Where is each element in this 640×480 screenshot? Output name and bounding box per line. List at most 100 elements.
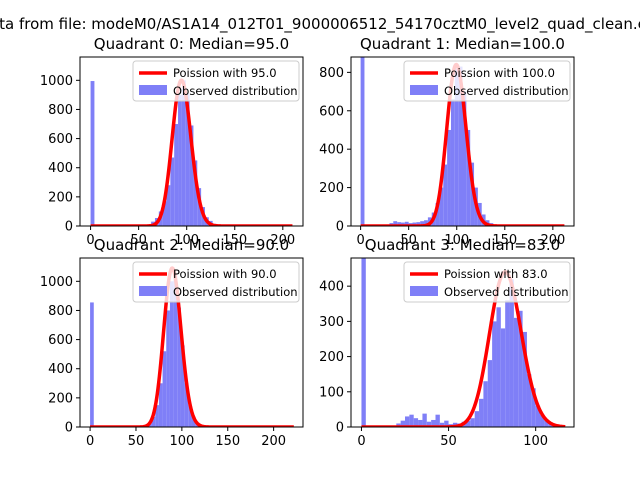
histogram-bar	[531, 388, 536, 427]
legend-entry-observed: Observed distribution	[173, 84, 298, 98]
histogram-bar	[465, 420, 471, 427]
histogram-bar	[450, 99, 455, 226]
legend-entry-poisson: Poission with 100.0	[444, 66, 555, 80]
panel-title: Quadrant 2: Median=90.0	[94, 236, 289, 254]
legend: Poission with 95.0 Observed distribution	[132, 60, 300, 102]
histogram-bar	[151, 416, 156, 427]
figure-suptitle: Data from file: modeM0/AS1A14_012T01_900…	[0, 15, 640, 34]
histogram-bar	[458, 66, 463, 226]
y-tick-label: 1000	[40, 275, 73, 290]
histogram-bar	[393, 221, 398, 226]
histogram-bar	[544, 420, 549, 427]
x-tick-label: 50	[128, 434, 145, 449]
x-tick-label: 200	[261, 434, 286, 449]
histogram-bar	[470, 162, 475, 226]
y-tick-label: 800	[48, 103, 73, 118]
histogram-bar	[180, 345, 185, 427]
histogram-bar	[518, 310, 523, 427]
y-tick-label: 800	[48, 304, 73, 319]
histogram-bar	[185, 93, 190, 226]
histogram-bar	[496, 307, 501, 427]
histogram-bar	[173, 275, 178, 427]
histogram-bar	[162, 201, 167, 226]
histogram-bar	[90, 302, 94, 427]
legend: Poission with 83.0 Observed distribution	[403, 261, 571, 303]
histogram-bar	[435, 202, 440, 226]
quadrant-panel-1: 0 50 100 150 200 0 200 400 600 800 Quadrant 1: Med…	[319, 35, 575, 248]
histogram-bar	[454, 68, 459, 226]
histogram-bar	[439, 422, 445, 427]
histogram-bar	[443, 164, 448, 226]
legend-bar-swatch	[410, 85, 438, 95]
poisson-curve	[360, 270, 567, 427]
x-tick-label: 100	[169, 434, 194, 449]
x-tick-label: 50	[440, 434, 457, 449]
legend-entry-poisson: Poission with 90.0	[173, 267, 277, 281]
histogram-bar	[181, 80, 186, 226]
histogram-bar	[191, 416, 196, 427]
histogram-bar	[526, 374, 532, 427]
histogram-bar	[500, 328, 506, 427]
histogram-bar	[420, 221, 425, 226]
poisson-curve	[89, 78, 294, 226]
y-tick-label: 400	[48, 161, 73, 176]
x-tick-label: 200	[270, 233, 295, 248]
histogram-bar	[462, 91, 467, 226]
histogram-bar	[405, 416, 410, 427]
histogram-bar	[90, 81, 95, 226]
histogram-bar	[466, 129, 471, 226]
histogram-bar	[483, 381, 488, 427]
histogram-bar	[193, 160, 198, 226]
histogram-bar	[396, 423, 401, 427]
histogram-bar	[409, 414, 414, 427]
plot-area	[360, 258, 567, 427]
histogram-bar	[505, 300, 510, 427]
histogram-bar	[184, 383, 189, 427]
histogram-bar	[444, 420, 449, 427]
histogram-bar	[188, 405, 192, 427]
legend-box	[132, 261, 300, 303]
histogram-bar	[361, 258, 366, 427]
y-tick-label: 600	[48, 333, 73, 348]
x-tick-label: 0	[357, 434, 365, 449]
histogram-bar	[522, 331, 527, 427]
x-tick-label: 150	[222, 233, 247, 248]
y-tick-label: 200	[48, 391, 73, 406]
legend-entry-observed: Observed distribution	[444, 285, 569, 299]
panel-title: Quadrant 0: Median=95.0	[94, 35, 289, 53]
x-tick-label: 0	[86, 434, 94, 449]
histogram-bar	[479, 398, 484, 427]
y-tick-label: 400	[319, 280, 344, 295]
histogram-bar	[178, 94, 182, 226]
histogram-bar	[535, 405, 541, 427]
histogram-bar	[360, 57, 365, 226]
y-tick-label: 0	[336, 220, 344, 235]
histogram-bar	[166, 310, 170, 427]
legend-entry-observed: Observed distribution	[444, 84, 569, 98]
legend-box	[132, 60, 300, 102]
quadrant-panel-3: 0 50 100 0 100 200 300 400 Quadrant 3: Median=83…	[319, 236, 575, 449]
histogram-bar	[470, 418, 475, 427]
y-tick-label: 600	[48, 132, 73, 147]
histogram-bar	[170, 157, 175, 226]
histogram-bar	[513, 317, 519, 427]
y-tick-label: 300	[319, 315, 344, 330]
x-tick-label: 100	[444, 233, 469, 248]
y-tick-label: 200	[319, 350, 344, 365]
histogram-bar	[426, 421, 432, 427]
histogram-bar	[400, 420, 406, 427]
histogram-bar	[189, 125, 194, 226]
legend-entry-poisson: Poission with 83.0	[444, 267, 548, 281]
legend-bar-swatch	[410, 286, 438, 296]
histogram-bar	[416, 222, 421, 226]
legend: Poission with 100.0 Observed distribution	[403, 60, 571, 102]
y-tick-label: 0	[65, 220, 73, 235]
x-tick-label: 50	[400, 233, 417, 248]
histogram-bar	[174, 124, 179, 226]
x-tick-label: 50	[130, 233, 147, 248]
axes-frame	[79, 257, 304, 428]
legend-entry-poisson: Poission with 95.0	[173, 66, 277, 80]
legend-entry-observed: Observed distribution	[173, 285, 298, 299]
y-tick-label: 200	[319, 181, 344, 196]
quadrant-panel-0: 0 50 100 150 200 0 200 400 600 800 1000 Quadrant 0:…	[40, 35, 304, 248]
